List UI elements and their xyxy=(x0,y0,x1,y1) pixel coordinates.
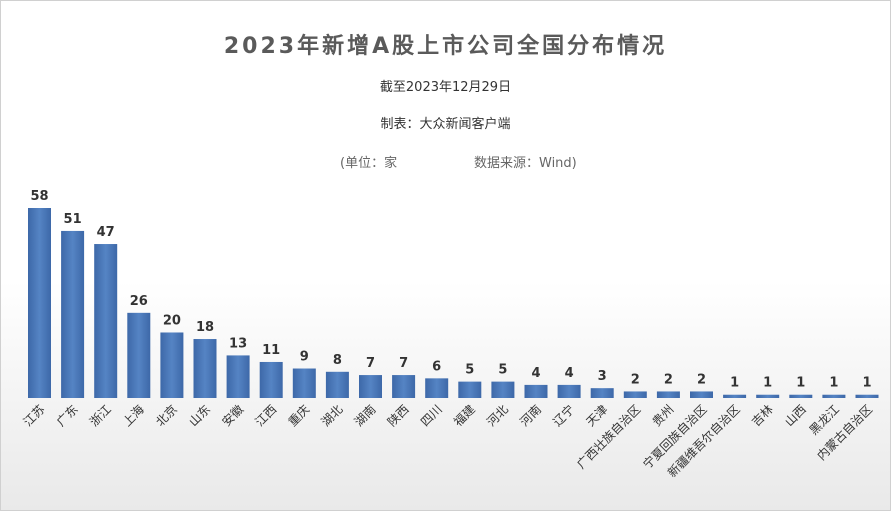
value-label: 6 xyxy=(432,359,441,374)
value-label: 4 xyxy=(565,366,574,381)
bar-湖北 xyxy=(325,371,349,398)
category-label: 四川 xyxy=(418,402,445,429)
bar-河北 xyxy=(491,381,515,398)
bar-上海 xyxy=(127,312,151,398)
bar-吉林 xyxy=(756,394,780,398)
bar-湖南 xyxy=(359,375,382,398)
category-label: 湖南 xyxy=(351,402,379,430)
value-label: 5 xyxy=(498,363,507,378)
value-label: 47 xyxy=(97,225,115,240)
bar-河南 xyxy=(524,384,548,398)
bar-福建 xyxy=(458,381,482,398)
bar-江苏 xyxy=(28,208,51,398)
category-label: 上海 xyxy=(119,402,147,430)
category-label: 江西 xyxy=(252,402,279,429)
chart-subtitle: 截至2023年12月29日 xyxy=(379,80,512,95)
bar-山东 xyxy=(193,339,217,398)
source-note: 数据来源：Wind) xyxy=(474,156,577,171)
category-label: 天津 xyxy=(583,402,610,429)
value-label: 1 xyxy=(730,376,739,391)
value-label: 1 xyxy=(829,376,838,391)
category-label: 江苏 xyxy=(21,402,48,429)
chart-title: 2023年新增A股上市公司全国分布情况 xyxy=(223,34,668,59)
value-label: 26 xyxy=(130,294,148,309)
bar-江西 xyxy=(259,361,283,398)
value-label: 5 xyxy=(465,363,474,378)
value-label: 18 xyxy=(196,320,214,335)
unit-note: (单位：家 xyxy=(340,156,398,171)
bar-天津 xyxy=(590,388,614,398)
bar-贵州 xyxy=(656,391,680,398)
bar-宁夏回族自治区 xyxy=(690,391,713,398)
value-label: 20 xyxy=(163,313,181,328)
category-label: 安徽 xyxy=(219,402,247,430)
category-label: 重庆 xyxy=(286,402,313,429)
value-label: 9 xyxy=(300,350,309,365)
category-label: 福建 xyxy=(450,402,478,430)
bar-北京 xyxy=(160,332,184,398)
bar-陕西 xyxy=(392,375,416,398)
category-label: 广东 xyxy=(54,402,81,429)
bar-新疆维吾尔自治区 xyxy=(723,394,747,398)
value-label: 13 xyxy=(229,336,247,351)
category-label: 陕西 xyxy=(384,402,412,430)
category-label: 辽宁 xyxy=(550,402,578,430)
value-label: 8 xyxy=(333,353,342,368)
bar-广东 xyxy=(61,230,85,398)
value-label: 58 xyxy=(30,189,48,204)
value-label: 51 xyxy=(64,212,82,227)
bar-黑龙江 xyxy=(822,394,846,398)
value-label: 1 xyxy=(763,376,772,391)
value-label: 7 xyxy=(366,356,375,371)
category-label: 河南 xyxy=(517,402,545,430)
bar-重庆 xyxy=(292,368,316,398)
bar-山西 xyxy=(789,394,813,398)
value-label: 11 xyxy=(262,343,280,358)
value-label: 1 xyxy=(862,376,871,391)
value-label: 3 xyxy=(598,369,607,384)
chart-credit: 制表：大众新闻客户端 xyxy=(380,117,511,132)
value-label: 4 xyxy=(531,366,540,381)
category-label: 山西 xyxy=(782,402,809,429)
category-label: 北京 xyxy=(153,402,180,429)
value-label: 7 xyxy=(399,356,408,371)
category-label: 河北 xyxy=(484,402,511,429)
bar-广西壮族自治区 xyxy=(623,391,647,398)
bar-四川 xyxy=(425,378,449,398)
category-label: 山东 xyxy=(186,402,213,429)
value-label: 1 xyxy=(796,376,805,391)
category-label: 湖北 xyxy=(318,402,346,430)
bar-内蒙古自治区 xyxy=(855,394,879,398)
value-label: 2 xyxy=(664,372,673,387)
category-label: 吉林 xyxy=(749,402,776,429)
bar-安徽 xyxy=(226,355,250,398)
value-label: 2 xyxy=(631,372,640,387)
category-label: 浙江 xyxy=(87,402,114,429)
bar-浙江 xyxy=(94,244,118,398)
category-label: 贵州 xyxy=(650,402,677,429)
bar-辽宁 xyxy=(557,384,581,398)
value-label: 2 xyxy=(697,372,706,387)
